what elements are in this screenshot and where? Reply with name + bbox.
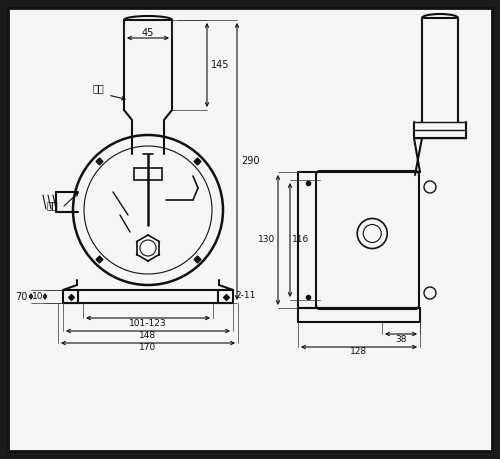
Text: 45: 45 — [142, 28, 154, 38]
Text: 101-123: 101-123 — [129, 319, 167, 328]
Text: 2-11: 2-11 — [235, 291, 256, 300]
Text: 148: 148 — [140, 331, 156, 341]
Text: 10: 10 — [32, 292, 43, 301]
Text: 立锯: 立锯 — [92, 83, 104, 93]
Text: 116: 116 — [292, 235, 309, 245]
Text: 130: 130 — [258, 235, 275, 245]
Text: 170: 170 — [140, 343, 156, 353]
Text: 128: 128 — [350, 347, 368, 357]
Text: 145: 145 — [211, 60, 230, 70]
Text: 70: 70 — [16, 291, 28, 302]
Text: 38: 38 — [395, 335, 407, 343]
Text: 290: 290 — [241, 157, 260, 167]
Text: 壳体: 壳体 — [46, 200, 58, 210]
